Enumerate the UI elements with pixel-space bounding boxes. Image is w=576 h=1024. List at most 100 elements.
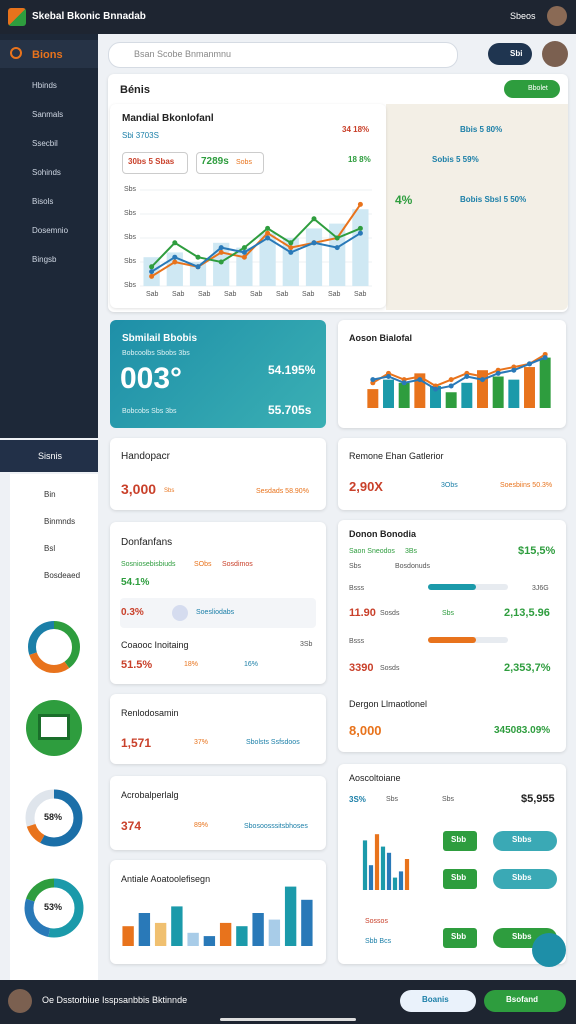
nav-item: Sanmals [32,110,64,119]
donut-segment [28,621,80,673]
x-tick-label: Sab [224,291,237,298]
chip[interactable] [122,152,188,174]
line [151,232,361,273]
button[interactable] [493,831,557,851]
button[interactable] [488,43,532,65]
label: 55.705s [268,403,312,417]
nav-item: Bsl [44,544,56,553]
label: Sbs [442,610,455,617]
point [265,230,271,236]
icon [10,47,22,59]
point [218,259,224,265]
label: 18% [184,661,199,668]
nav-item: Hbinds [32,81,57,90]
row [120,598,316,628]
label: Sosniosebisbiuds [121,561,176,568]
point [527,361,532,367]
bar [138,913,151,946]
button-label: Sbbs [512,932,532,941]
y-tick-label: Sbs [124,234,137,241]
card [338,438,566,510]
bar [392,877,398,890]
button[interactable] [484,990,566,1012]
button-label: Sbb [451,835,467,844]
label: 3Obs [441,482,458,489]
label: Sosds [380,610,400,617]
point [480,377,485,383]
bar [477,370,488,408]
y-tick-label: Sbs [124,282,137,289]
bar [259,233,276,286]
button-label: Sbbs [512,873,532,882]
label: 8,000 [349,723,382,738]
app-logo[interactable] [8,8,26,26]
line [372,353,546,388]
card-title: Dergon Llmaotlonel [349,699,428,709]
button[interactable] [493,869,557,889]
label: 51.5% [121,659,153,671]
fab[interactable] [532,933,566,967]
label: 2,353,7% [504,662,551,674]
donut-segment [25,789,83,847]
point [386,374,391,379]
chip[interactable] [196,152,264,174]
x-tick-label: Sab [328,291,341,298]
point [149,273,155,279]
point [542,355,548,361]
button-label: Sbb [451,932,467,941]
point [172,254,178,260]
card-title: Mandial Bkonlofanl [122,113,214,124]
bar [539,357,551,408]
label: Bbolet [528,85,548,92]
card-title: Sbmilail Bbobis [122,333,198,344]
map [386,104,568,310]
donut-segment [24,878,84,938]
bar [524,367,535,408]
point [433,386,438,392]
label: Bobcobs Sbs 3bs [122,408,177,415]
label: 3,000 [121,481,157,497]
avatar[interactable] [542,41,568,67]
button[interactable] [443,831,477,851]
label: 374 [121,819,142,833]
panel-title: Bénis [120,84,150,96]
label: 16% [244,661,259,668]
avatar[interactable] [8,989,32,1013]
point [357,225,363,231]
nav-item: Dosemnio [32,226,69,235]
point [172,240,178,246]
card-title: Aoson Bialofal [349,333,413,343]
point [218,249,224,255]
label: Sosdimos [222,561,253,568]
point [288,240,294,246]
home-indicator [220,1018,356,1021]
label: 3390 [349,662,374,674]
user-avatar[interactable] [547,6,567,26]
bar [236,926,248,946]
search-bar[interactable] [108,42,458,68]
sidebar-section[interactable] [0,440,98,472]
bottom-bar [0,980,576,1024]
label: 0.3% [121,607,144,618]
label: Sbeos [510,11,536,21]
label: Sossos [365,918,388,925]
point [401,380,407,386]
card-title: Antiale Aoatoolefisegn [121,874,211,884]
x-tick-label: Sab [302,291,315,298]
x-tick-label: Sab [198,291,211,298]
bar [301,899,313,946]
button[interactable] [504,80,560,98]
card-title: Acrobalperlalg [121,790,179,800]
bar [430,385,441,408]
bar [508,379,520,408]
button[interactable] [400,990,476,1012]
bar [398,382,410,408]
label: $15,5% [518,545,556,557]
card-title: Donfanfans [121,537,173,548]
nav-item: Bin [44,490,56,499]
button[interactable] [443,928,477,948]
card [110,776,326,850]
button[interactable] [443,869,477,889]
point [172,259,178,265]
